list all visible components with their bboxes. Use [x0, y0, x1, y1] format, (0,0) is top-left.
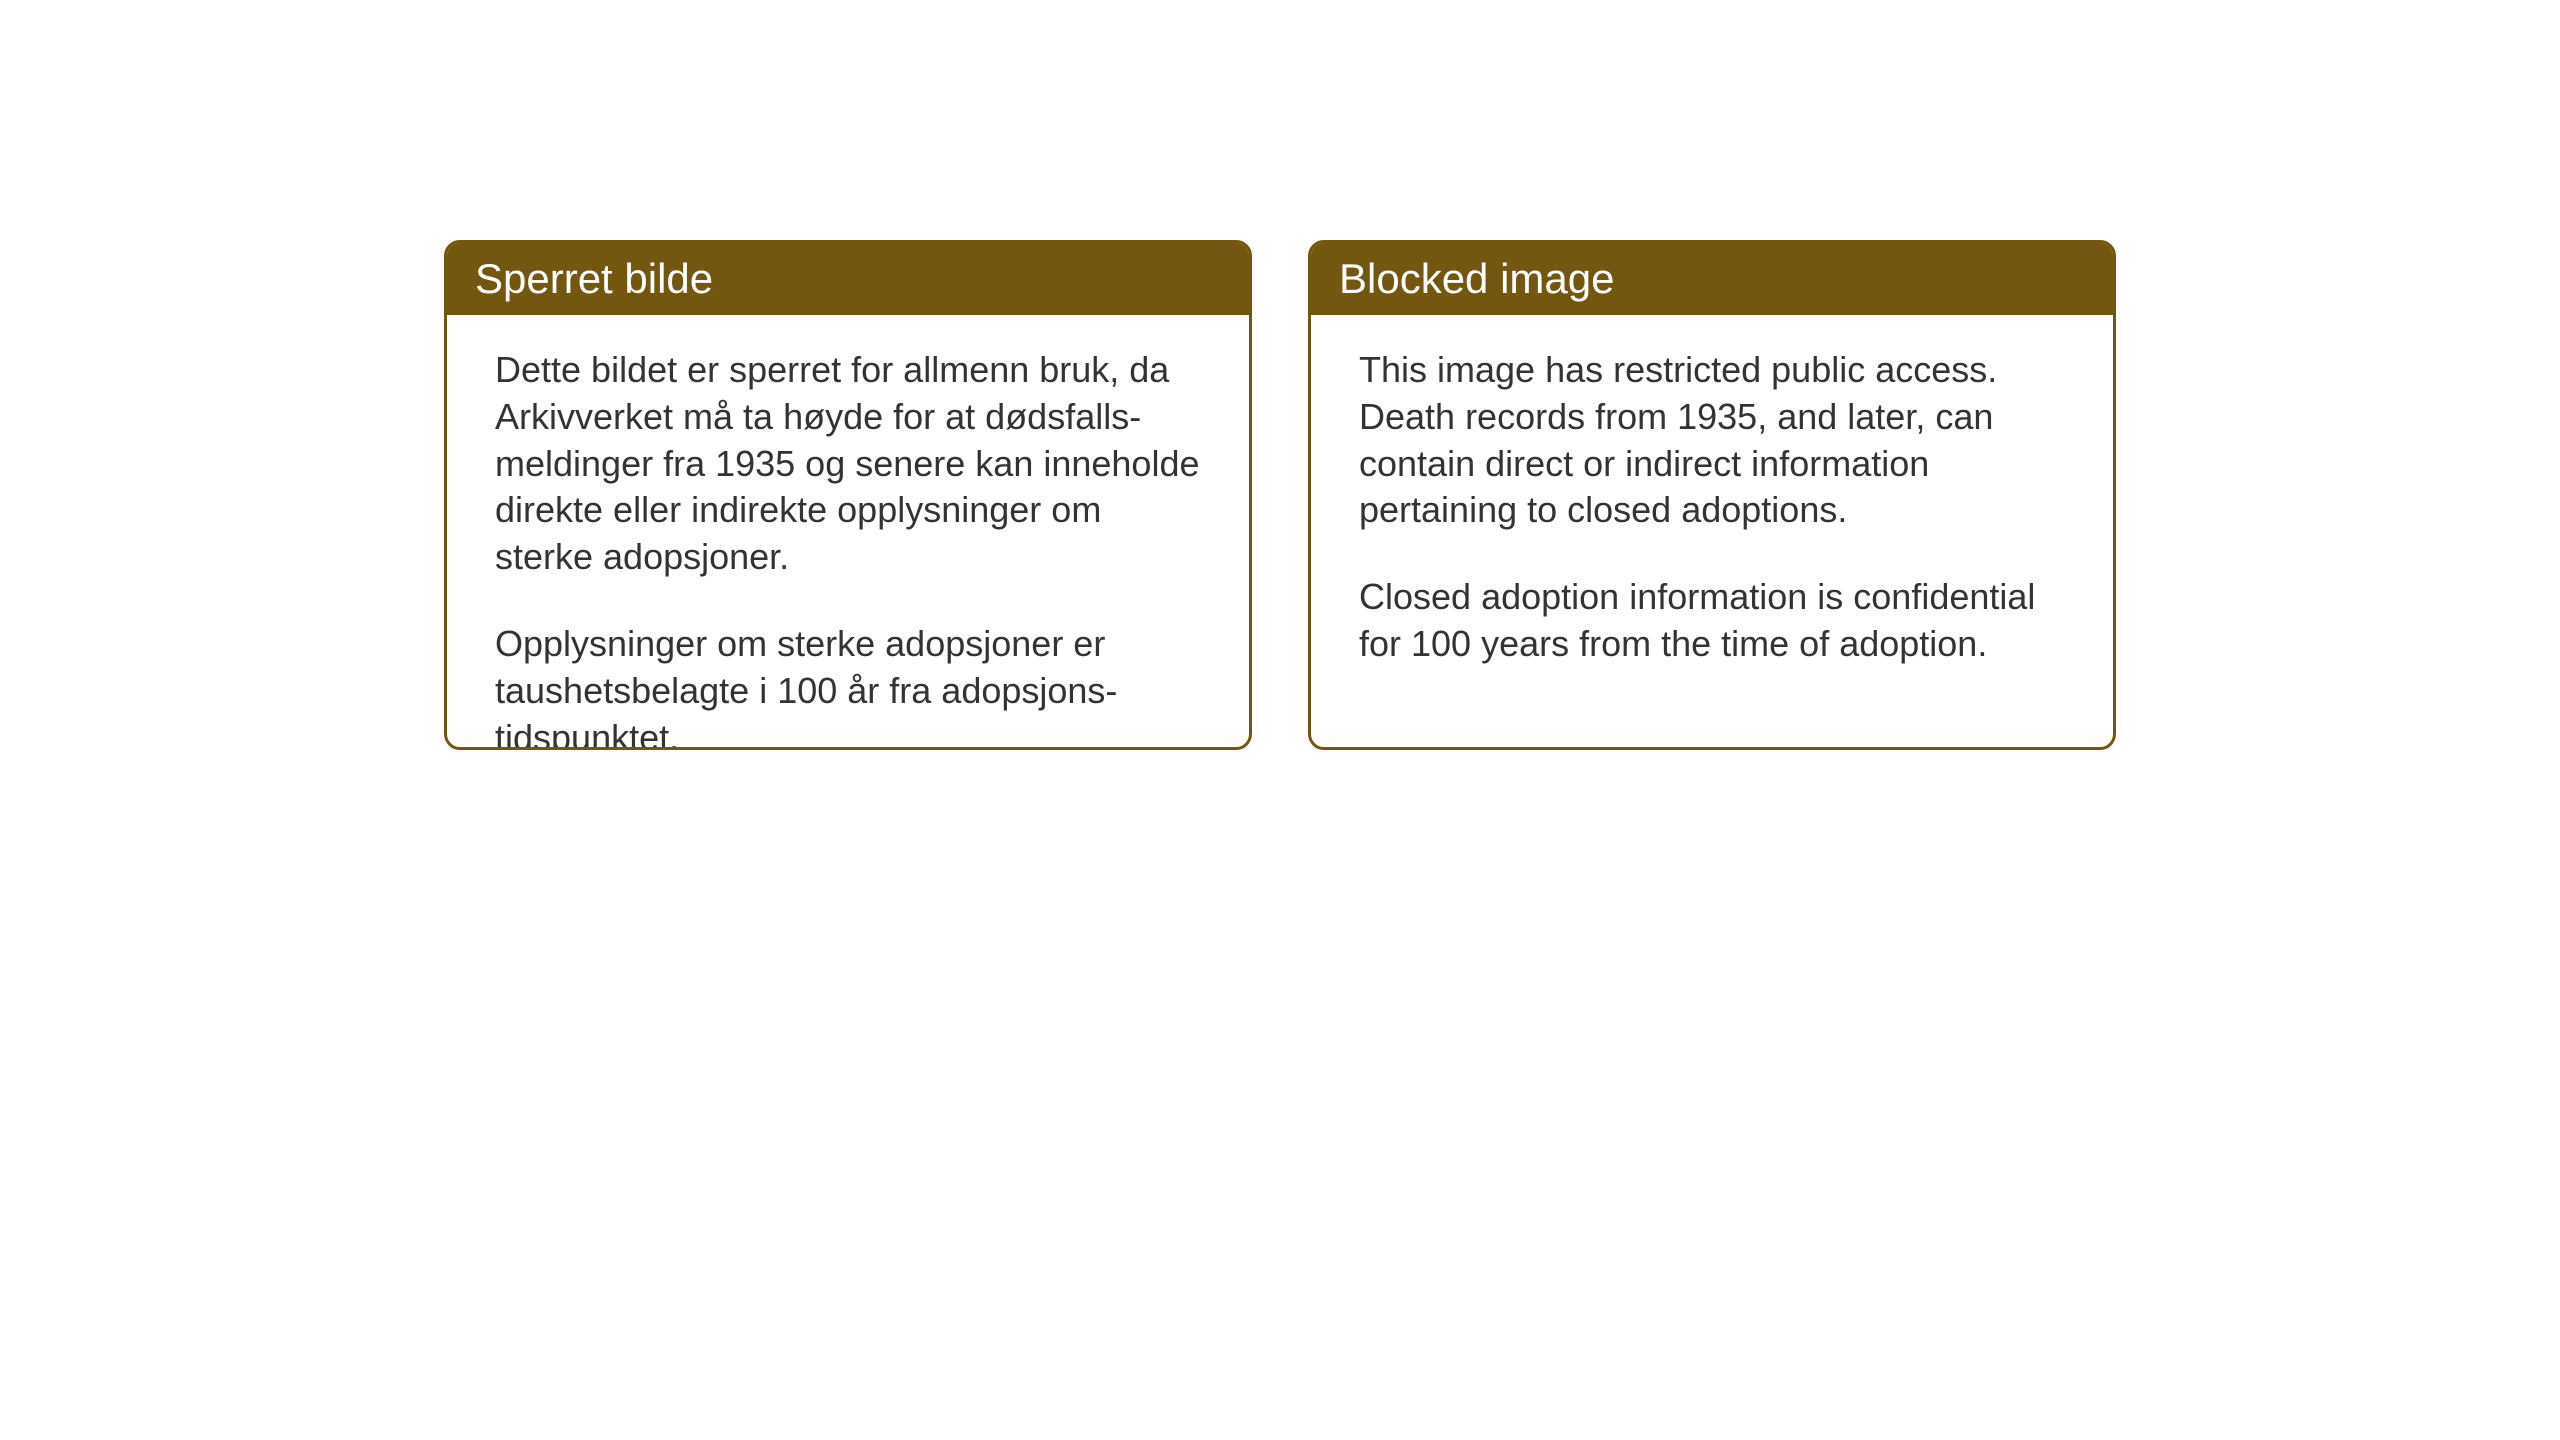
english-card-header: Blocked image — [1311, 243, 2113, 315]
norwegian-card-body: Dette bildet er sperret for allmenn bruk… — [447, 315, 1249, 750]
norwegian-paragraph-2: Opplysninger om sterke adopsjoner er tau… — [495, 621, 1201, 750]
cards-container: Sperret bilde Dette bildet er sperret fo… — [0, 0, 2560, 750]
english-card: Blocked image This image has restricted … — [1308, 240, 2116, 750]
english-paragraph-1: This image has restricted public access.… — [1359, 347, 2065, 534]
english-card-title: Blocked image — [1339, 255, 1614, 302]
english-card-body: This image has restricted public access.… — [1311, 315, 2113, 700]
norwegian-card-title: Sperret bilde — [475, 255, 713, 302]
norwegian-paragraph-1: Dette bildet er sperret for allmenn bruk… — [495, 347, 1201, 581]
norwegian-card-header: Sperret bilde — [447, 243, 1249, 315]
norwegian-card: Sperret bilde Dette bildet er sperret fo… — [444, 240, 1252, 750]
english-paragraph-2: Closed adoption information is confident… — [1359, 574, 2065, 668]
